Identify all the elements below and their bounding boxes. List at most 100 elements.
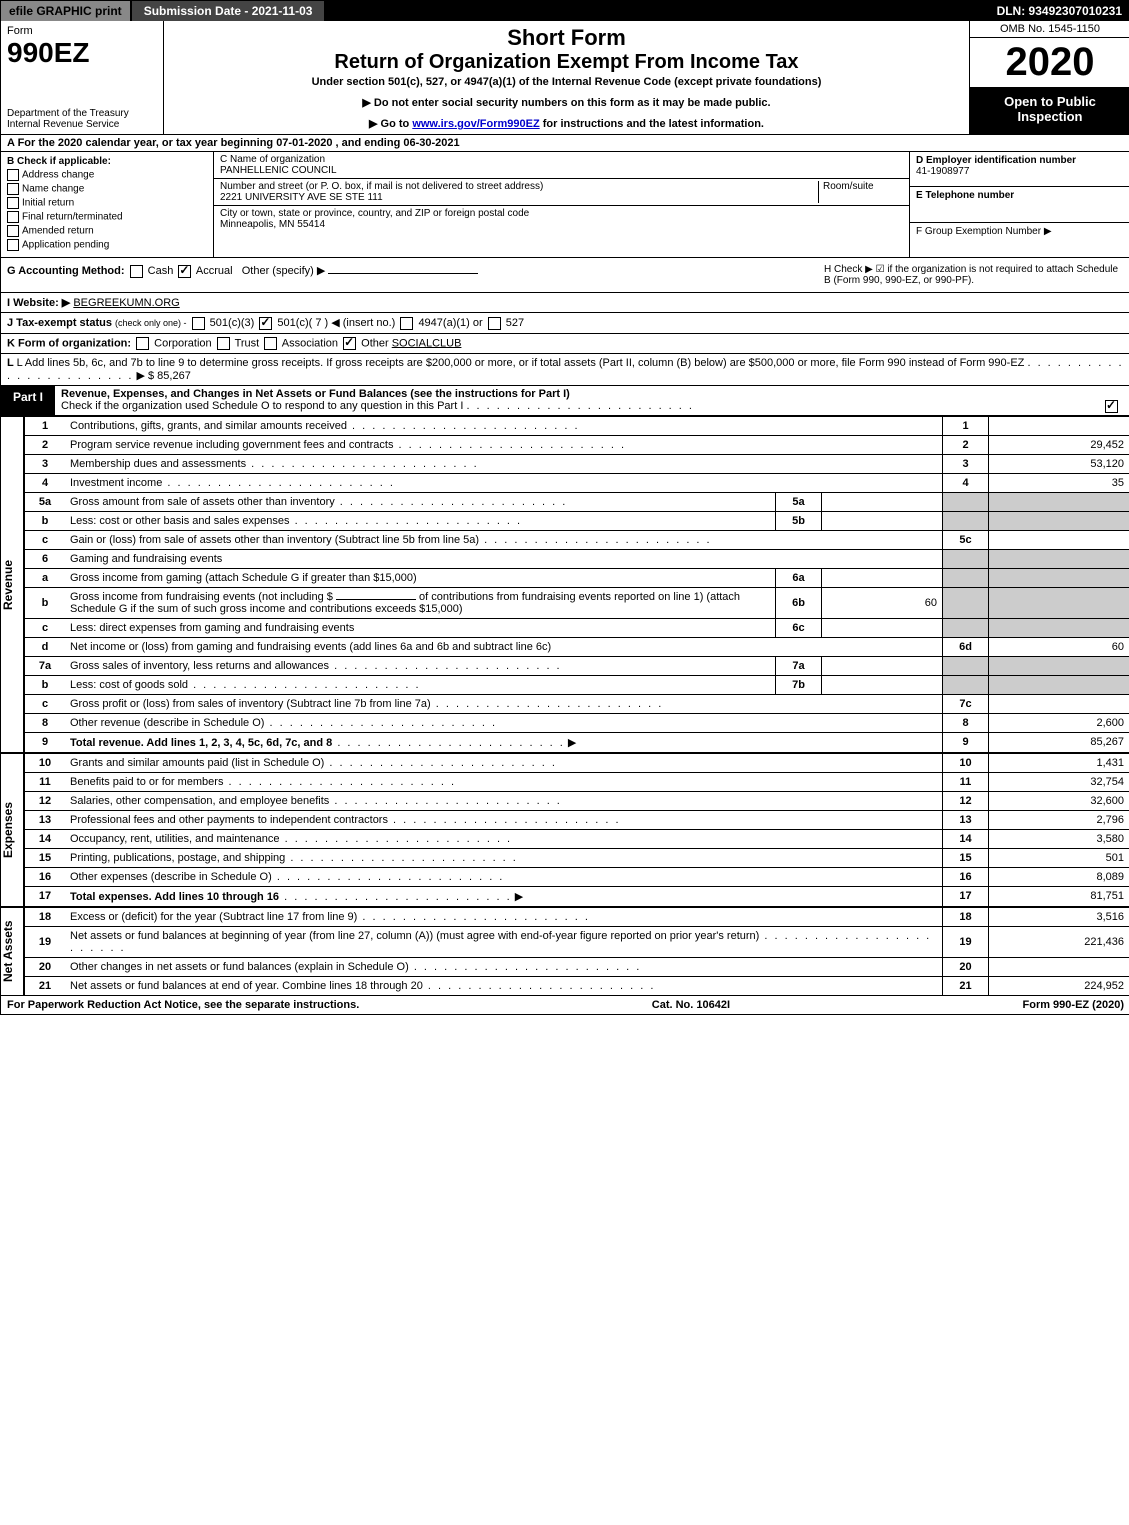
line-7b: b Less: cost of goods sold 7b	[25, 675, 1129, 694]
omb-number: OMB No. 1545-1150	[970, 21, 1129, 38]
checkbox-icon	[7, 225, 19, 237]
501c3-checkbox[interactable]	[192, 317, 205, 330]
header-center: Short Form Return of Organization Exempt…	[164, 21, 969, 134]
org-name-label: C Name of organization	[220, 154, 903, 165]
part-1-check-line: Check if the organization used Schedule …	[61, 400, 1124, 412]
j-label: J Tax-exempt status	[7, 317, 112, 329]
right-info-col: D Employer identification number 41-1908…	[909, 152, 1129, 257]
part-1-title: Revenue, Expenses, and Changes in Net As…	[61, 388, 1124, 400]
k-label: K Form of organization:	[7, 337, 131, 349]
check-name-change[interactable]: Name change	[7, 183, 207, 195]
4947-checkbox[interactable]	[400, 317, 413, 330]
section-l-gross-receipts: L L Add lines 5b, 6c, and 7b to line 9 t…	[1, 354, 1129, 386]
other-org-checkbox[interactable]	[343, 337, 356, 350]
line-16: 16 Other expenses (describe in Schedule …	[25, 867, 1129, 886]
net-assets-section: Net Assets 18 Excess or (deficit) for th…	[1, 907, 1129, 996]
line-20: 20 Other changes in net assets or fund b…	[25, 957, 1129, 976]
cash-label: Cash	[148, 265, 174, 277]
expenses-side-label: Expenses	[1, 753, 24, 907]
accrual-checkbox[interactable]	[178, 265, 191, 278]
form-label: Form	[7, 25, 157, 37]
part-1-label: Part I	[1, 386, 55, 415]
other-org-label: Other	[361, 337, 389, 349]
line-18: 18 Excess or (deficit) for the year (Sub…	[25, 907, 1129, 926]
check-address-change[interactable]: Address change	[7, 169, 207, 181]
corp-checkbox[interactable]	[136, 337, 149, 350]
org-address-row: Number and street (or P. O. box, if mail…	[214, 179, 909, 206]
check-amended-return[interactable]: Amended return	[7, 225, 207, 237]
return-title: Return of Organization Exempt From Incom…	[172, 51, 961, 74]
trust-checkbox[interactable]	[217, 337, 230, 350]
line-14: 14 Occupancy, rent, utilities, and maint…	[25, 829, 1129, 848]
line-10: 10 Grants and similar amounts paid (list…	[25, 753, 1129, 772]
irs-link[interactable]: www.irs.gov/Form990EZ	[412, 118, 539, 130]
contrib-blank[interactable]	[336, 599, 416, 600]
line-6: 6 Gaming and fundraising events	[25, 549, 1129, 568]
checkbox-icon	[7, 183, 19, 195]
line-12: 12 Salaries, other compensation, and emp…	[25, 791, 1129, 810]
line-1: 1 Contributions, gifts, grants, and simi…	[25, 416, 1129, 435]
website-link[interactable]: BEGREEKUMN.ORG	[73, 297, 179, 309]
section-c-org-info: C Name of organization PANHELLENIC COUNC…	[214, 152, 909, 257]
header-left: Form 990EZ Department of the Treasury In…	[1, 21, 164, 134]
accrual-label: Accrual	[196, 265, 233, 277]
submission-date: Submission Date - 2021-11-03	[132, 1, 325, 21]
other-org-value[interactable]: SOCIALCLUB	[392, 337, 462, 349]
expenses-section: Expenses 10 Grants and similar amounts p…	[1, 753, 1129, 907]
efile-print-label[interactable]: efile GRAPHIC print	[1, 1, 130, 21]
j-sub: (check only one) -	[115, 318, 187, 328]
section-b-checkboxes: B Check if applicable: Address change Na…	[1, 152, 214, 257]
room-suite-label: Room/suite	[818, 181, 903, 203]
dots	[466, 400, 694, 412]
revenue-side-label: Revenue	[1, 416, 24, 753]
line-7a: 7a Gross sales of inventory, less return…	[25, 656, 1129, 675]
527-checkbox[interactable]	[488, 317, 501, 330]
line-17: 17 Total expenses. Add lines 10 through …	[25, 886, 1129, 906]
form-990ez-container: efile GRAPHIC print Submission Date - 20…	[0, 0, 1129, 1015]
assoc-label: Association	[282, 337, 338, 349]
other-label: Other (specify) ▶	[242, 265, 326, 277]
section-g-h-row: G Accounting Method: Cash Accrual Other …	[1, 258, 1129, 293]
line-4: 4 Investment income 4 35	[25, 473, 1129, 492]
line-6b: b Gross income from fundraising events (…	[25, 587, 1129, 618]
cat-no: Cat. No. 10642I	[652, 999, 730, 1011]
trust-label: Trust	[235, 337, 260, 349]
501c3-label: 501(c)(3)	[210, 317, 255, 329]
section-a-tax-year: A For the 2020 calendar year, or tax yea…	[1, 135, 1129, 152]
l-text: L Add lines 5b, 6c, and 7b to line 9 to …	[17, 357, 1025, 369]
header-row: Form 990EZ Department of the Treasury In…	[1, 21, 1129, 135]
expenses-table: 10 Grants and similar amounts paid (list…	[24, 753, 1129, 907]
check-final-return[interactable]: Final return/terminated	[7, 211, 207, 223]
line-2: 2 Program service revenue including gove…	[25, 435, 1129, 454]
short-form-title: Short Form	[172, 25, 961, 51]
section-d-ein: D Employer identification number 41-1908…	[910, 152, 1129, 187]
assoc-checkbox[interactable]	[264, 337, 277, 350]
line-13: 13 Professional fees and other payments …	[25, 810, 1129, 829]
goto-notice: ▶ Go to www.irs.gov/Form990EZ for instru…	[172, 117, 961, 130]
form-number: 990EZ	[7, 37, 157, 69]
check-initial-return[interactable]: Initial return	[7, 197, 207, 209]
line-8: 8 Other revenue (describe in Schedule O)…	[25, 713, 1129, 732]
ssn-notice: ▶ Do not enter social security numbers o…	[172, 96, 961, 109]
other-specify-line[interactable]	[328, 273, 478, 274]
527-label: 527	[506, 317, 524, 329]
group-exemption-label: F Group Exemption Number ▶	[916, 226, 1124, 237]
l-value: 85,267	[157, 370, 191, 382]
schedule-o-checkbox[interactable]	[1105, 400, 1118, 413]
501c-checkbox[interactable]	[259, 317, 272, 330]
line-15: 15 Printing, publications, postage, and …	[25, 848, 1129, 867]
cash-checkbox[interactable]	[130, 265, 143, 278]
line-3: 3 Membership dues and assessments 3 53,1…	[25, 454, 1129, 473]
department-label: Department of the Treasury Internal Reve…	[7, 108, 157, 130]
section-b-label: B Check if applicable:	[7, 156, 207, 167]
4947-label: 4947(a)(1) or	[418, 317, 482, 329]
address-label: Number and street (or P. O. box, if mail…	[220, 181, 818, 192]
line-6c: c Less: direct expenses from gaming and …	[25, 618, 1129, 637]
check-application-pending[interactable]: Application pending	[7, 239, 207, 251]
top-bar: efile GRAPHIC print Submission Date - 20…	[1, 1, 1129, 21]
line-6a: a Gross income from gaming (attach Sched…	[25, 568, 1129, 587]
line-11: 11 Benefits paid to or for members 11 32…	[25, 772, 1129, 791]
city-label: City or town, state or province, country…	[220, 208, 903, 219]
line-5c: c Gain or (loss) from sale of assets oth…	[25, 530, 1129, 549]
tax-year: 2020	[970, 38, 1129, 88]
